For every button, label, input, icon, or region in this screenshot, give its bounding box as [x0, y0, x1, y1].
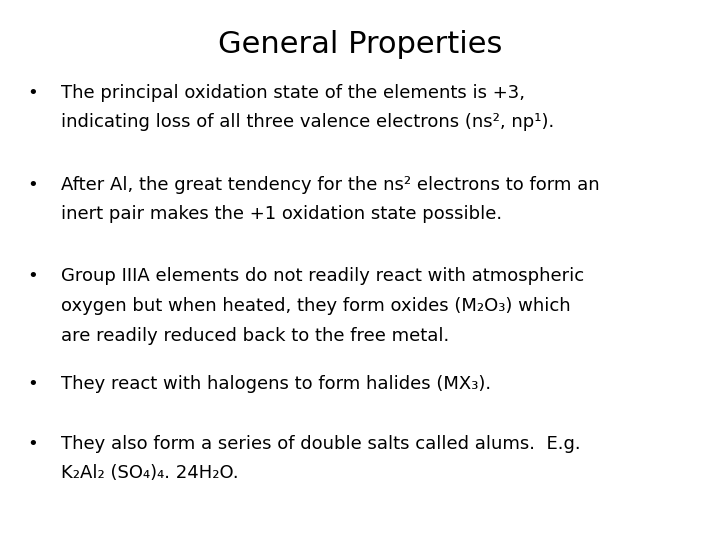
Text: After Al, the great tendency for the ns² electrons to form an: After Al, the great tendency for the ns²…	[61, 176, 600, 193]
Text: K₂Al₂ (SO₄)₄. 24H₂O.: K₂Al₂ (SO₄)₄. 24H₂O.	[61, 464, 239, 482]
Text: Group IIIA elements do not readily react with atmospheric: Group IIIA elements do not readily react…	[61, 267, 585, 285]
Text: General Properties: General Properties	[218, 30, 502, 59]
Text: The principal oxidation state of the elements is +3,: The principal oxidation state of the ele…	[61, 84, 525, 102]
Text: are readily reduced back to the free metal.: are readily reduced back to the free met…	[61, 327, 449, 345]
Text: inert pair makes the +1 oxidation state possible.: inert pair makes the +1 oxidation state …	[61, 205, 503, 223]
Text: •: •	[27, 84, 37, 102]
Text: oxygen but when heated, they form oxides (M₂O₃) which: oxygen but when heated, they form oxides…	[61, 297, 571, 315]
Text: They react with halogens to form halides (MX₃).: They react with halogens to form halides…	[61, 375, 491, 393]
Text: •: •	[27, 375, 37, 393]
Text: indicating loss of all three valence electrons (ns², np¹).: indicating loss of all three valence ele…	[61, 113, 554, 131]
Text: •: •	[27, 267, 37, 285]
Text: •: •	[27, 176, 37, 193]
Text: •: •	[27, 435, 37, 453]
Text: They also form a series of double salts called alums.  E.g.: They also form a series of double salts …	[61, 435, 581, 453]
